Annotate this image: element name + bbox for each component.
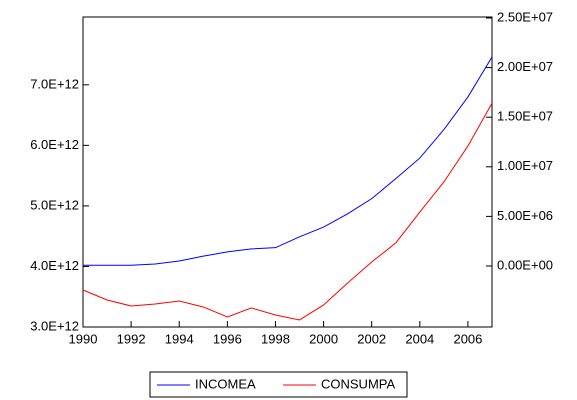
legend-label: CONSUMPA	[321, 376, 395, 391]
y2-tick-label: 5.00E+06	[497, 208, 553, 223]
y2-tick-label: 1.50E+07	[497, 109, 553, 124]
series-line	[83, 56, 493, 266]
x-tick-label: 1998	[261, 331, 290, 346]
x-tick-label: 2000	[309, 331, 338, 346]
y2-tick-label: 2.50E+07	[497, 9, 553, 24]
x-tick-label: 1992	[117, 331, 146, 346]
x-tick-label: 2004	[405, 331, 434, 346]
y2-tick-label: 1.00E+07	[497, 158, 553, 173]
x-tick-label: 1994	[165, 331, 194, 346]
y-tick-label: 7.0E+12	[30, 76, 79, 91]
plot-frame	[82, 16, 493, 328]
x-tick-label: 2002	[357, 331, 386, 346]
series-line	[82, 103, 493, 321]
y-tick-label: 3.0E+12	[30, 318, 79, 333]
x-tick-label: 1990	[69, 331, 98, 346]
y-tick-label: 6.0E+12	[30, 137, 79, 152]
x-tick-label: 1996	[213, 331, 242, 346]
y2-tick-label: 0.00E+00	[497, 257, 553, 272]
y2-tick-label: 2.00E+07	[497, 59, 553, 74]
legend-box	[149, 371, 408, 398]
y-tick-label: 5.0E+12	[30, 197, 79, 212]
legend-label: INCOMEA	[195, 376, 256, 391]
x-tick-label: 2006	[453, 331, 482, 346]
y-tick-label: 4.0E+12	[30, 258, 79, 273]
